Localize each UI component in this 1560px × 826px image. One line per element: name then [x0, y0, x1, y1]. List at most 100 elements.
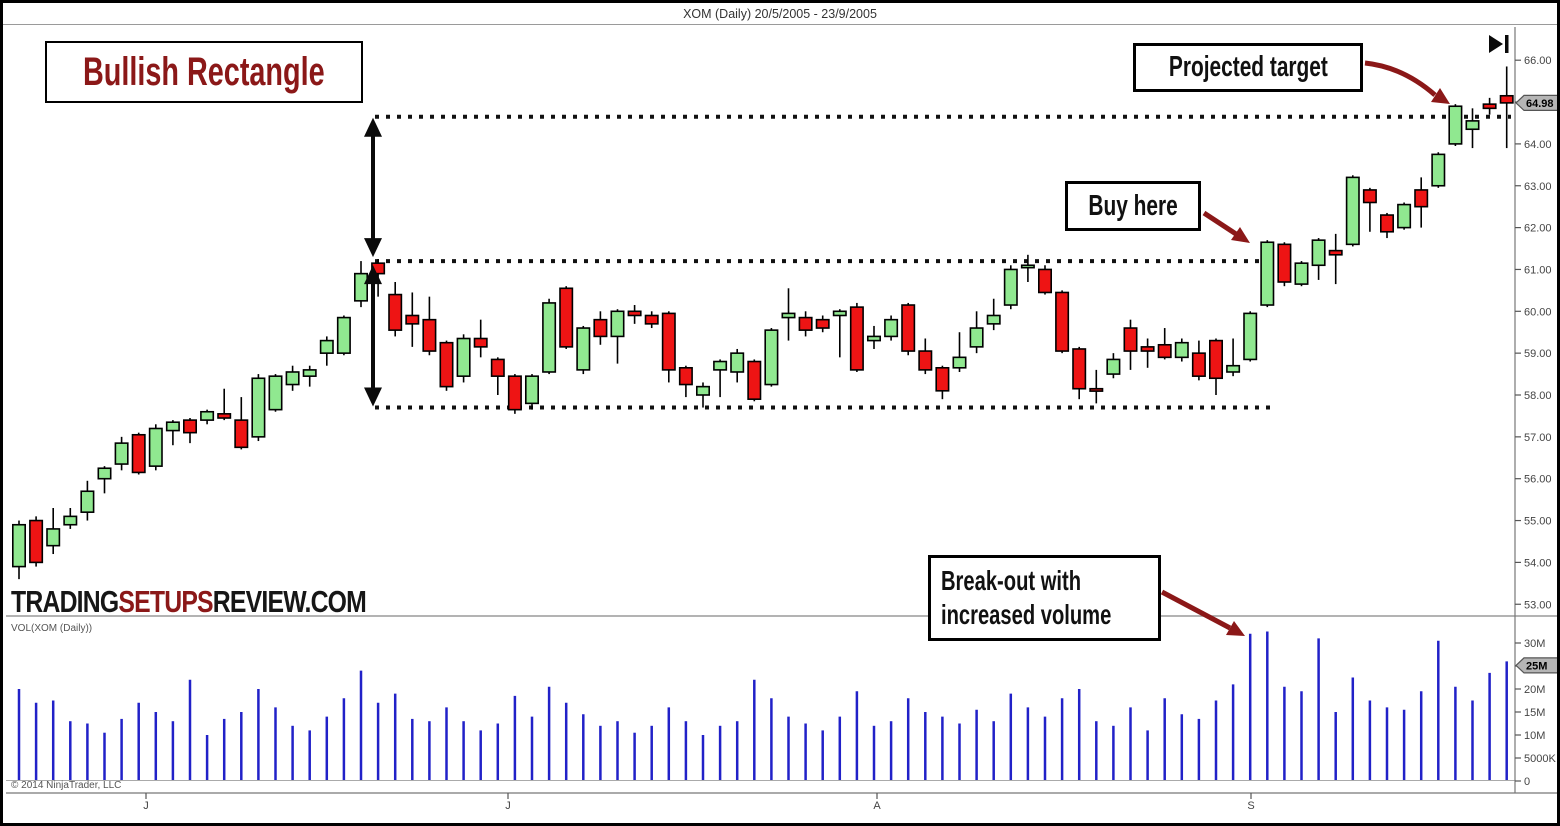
candle-body: [1157, 343, 1172, 359]
candle-body: [952, 356, 967, 369]
candle: [1072, 346, 1087, 400]
candle-body: [12, 523, 26, 568]
candle: [1294, 261, 1309, 287]
volume-tick-label: 20M: [1524, 684, 1545, 696]
candle: [1055, 290, 1070, 354]
measurement-arrows: [364, 117, 382, 407]
last-price-tag-text: 64.98: [1526, 98, 1554, 110]
candle: [1277, 242, 1292, 287]
last-volume-tag-text: 25M: [1526, 660, 1547, 672]
candle-body: [319, 339, 334, 354]
candle: [1140, 338, 1155, 368]
candle: [1397, 202, 1412, 230]
candle: [986, 298, 1001, 331]
volume-tick-label: 0: [1524, 776, 1530, 788]
rectangle-pattern-lines: [375, 114, 1511, 410]
candle: [1431, 152, 1446, 188]
candle-body: [576, 327, 591, 371]
skip-to-end-icon[interactable]: [1489, 35, 1509, 53]
candle-body: [1311, 239, 1326, 267]
candle-body: [114, 442, 129, 465]
candle: [336, 315, 351, 356]
candle-body: [593, 318, 608, 338]
axes: 66.0065.0064.0063.0062.0061.0060.0059.00…: [6, 27, 1557, 812]
candle: [183, 418, 198, 444]
candle-body: [1345, 176, 1360, 246]
buy-here-label: Buy here: [1088, 189, 1178, 222]
candle: [559, 286, 574, 349]
candle: [542, 298, 557, 375]
candle-body: [1055, 291, 1070, 352]
candle-body: [1106, 358, 1121, 375]
candle-body: [285, 371, 300, 386]
candles-layer: [12, 66, 1514, 580]
candle-body: [388, 293, 403, 331]
candle: [285, 365, 300, 391]
candle-body: [131, 433, 146, 474]
candle: [952, 332, 967, 372]
buy-here-arrowhead-icon: [1231, 227, 1250, 243]
candle-body: [798, 316, 813, 331]
candle-body: [1482, 103, 1497, 110]
candle-body: [422, 318, 437, 352]
candle: [405, 292, 420, 347]
price-tick-label: 54.00: [1524, 557, 1552, 569]
candle-body: [353, 272, 368, 302]
candle-body: [1414, 189, 1429, 208]
candle: [1089, 369, 1104, 404]
candle-body: [901, 304, 916, 352]
candle-body: [695, 385, 710, 396]
candle: [302, 365, 317, 387]
candle: [1003, 265, 1018, 310]
candle: [935, 365, 950, 400]
arrow-up-head-icon: [364, 265, 382, 285]
breakout-label: Break-out with increased volume: [941, 564, 1178, 631]
candle-body: [1072, 348, 1087, 390]
volume-tick-label: 15M: [1524, 707, 1545, 719]
month-tick-label: A: [873, 800, 881, 812]
candle: [234, 397, 249, 450]
candle-body: [1448, 105, 1463, 145]
candle-body: [713, 360, 728, 371]
candle-body: [1465, 120, 1480, 131]
skip-bar-icon: [1505, 35, 1509, 53]
arrow-down-head-icon: [364, 238, 382, 258]
candle-body: [524, 375, 539, 405]
watermark-part1: TRADING: [11, 584, 119, 619]
candle-body: [456, 337, 471, 377]
candle: [593, 311, 608, 345]
price-tick-label: 66.00: [1524, 55, 1552, 67]
candle-body: [507, 375, 522, 411]
candle: [1226, 338, 1241, 377]
candle: [747, 359, 762, 402]
candle-body: [1499, 94, 1514, 104]
price-tick-label: 61.00: [1524, 264, 1552, 276]
candle: [439, 340, 454, 391]
price-tick-label: 62.00: [1524, 223, 1552, 235]
candle: [678, 365, 693, 398]
candle: [524, 374, 539, 410]
candle: [456, 334, 471, 383]
watermark-part3: REVIEW: [212, 584, 305, 619]
candle-body: [610, 310, 625, 338]
candle-body: [1380, 214, 1395, 233]
candle: [268, 374, 283, 412]
volume-tick-label: 30M: [1524, 638, 1545, 650]
candle-body: [336, 316, 351, 354]
candle-body: [217, 413, 232, 419]
chart-canvas[interactable]: 66.0065.0064.0063.0062.0061.0060.0059.00…: [3, 3, 1560, 826]
candle-body: [1226, 364, 1241, 373]
candle: [695, 382, 710, 408]
last-price-tag-shape: [1515, 94, 1557, 111]
projected-target-arrow: [1364, 60, 1437, 97]
candle-body: [80, 490, 95, 513]
breakout-box: Break-out with increased volume: [928, 555, 1161, 641]
candle: [798, 311, 813, 337]
candle-body: [969, 327, 984, 348]
chart-plot-area[interactable]: [6, 27, 1515, 793]
candle: [661, 311, 676, 383]
price-tick-label: 64.00: [1524, 139, 1552, 151]
candle-body: [1123, 327, 1138, 352]
candle-body: [730, 352, 745, 373]
last-price-tag: 64.98: [1515, 94, 1557, 111]
